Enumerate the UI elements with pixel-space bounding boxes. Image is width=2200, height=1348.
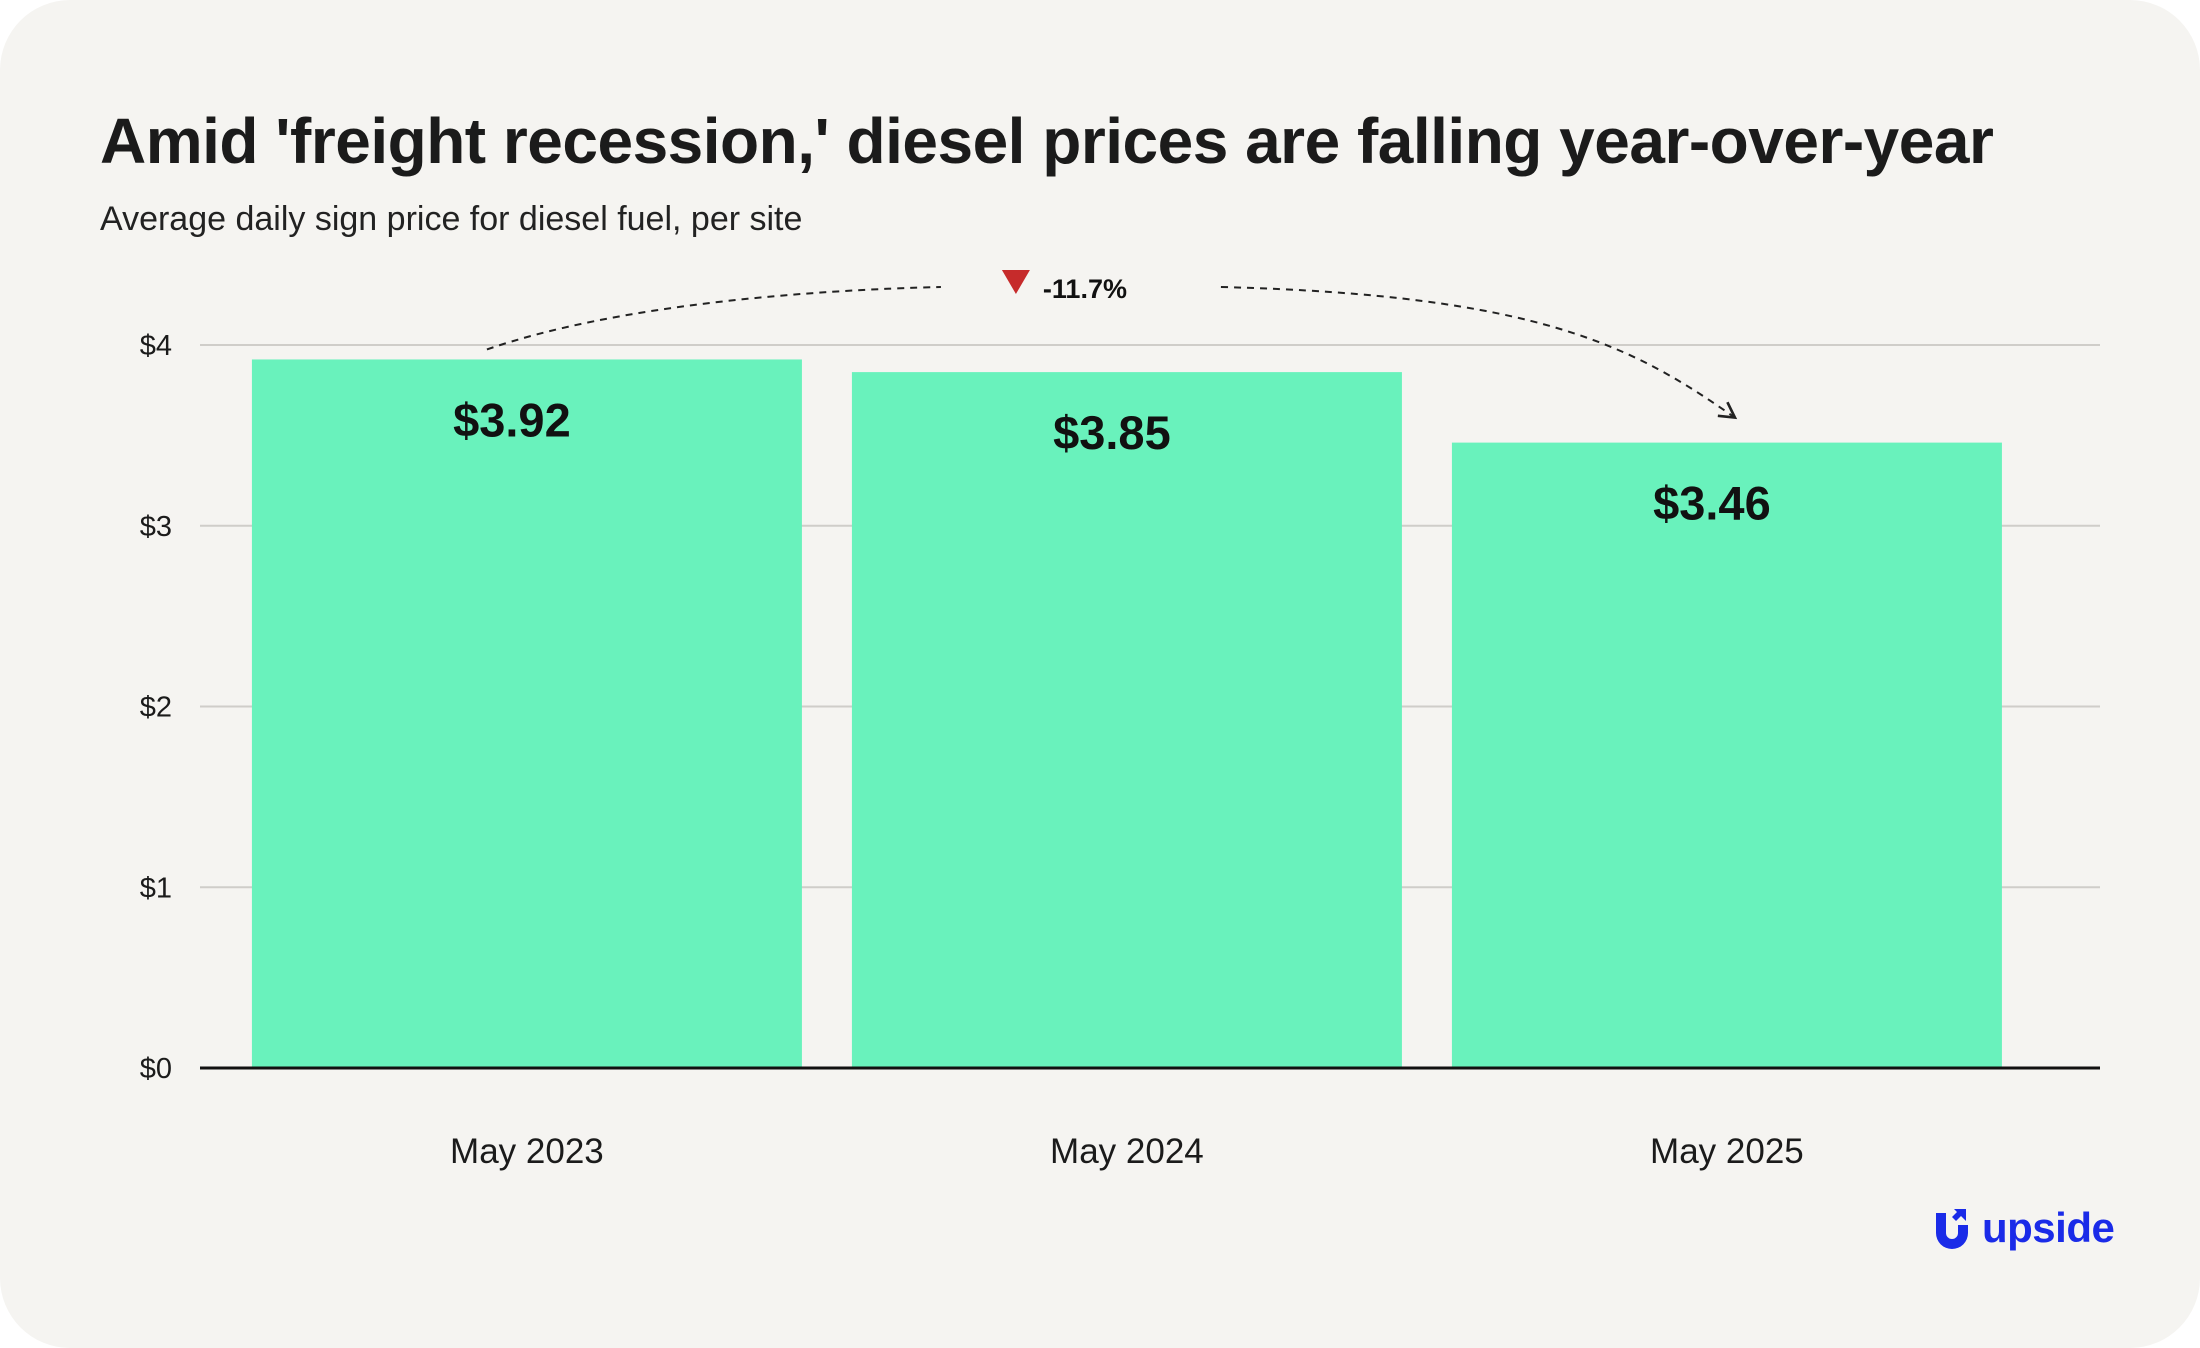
bar — [1451, 442, 2002, 1069]
upside-logo-icon — [1936, 1209, 1968, 1249]
y-tick-label: $2 — [140, 692, 172, 724]
brand-logo: upside — [1932, 1204, 2115, 1252]
x-tick-label: May 2025 — [1650, 1132, 1804, 1171]
brand-name: upside — [1982, 1204, 2115, 1251]
chart-title: Amid 'freight recession,' diesel prices … — [100, 105, 1994, 177]
y-tick-label: $4 — [140, 330, 172, 362]
bar — [851, 372, 1402, 1068]
x-tick-label: May 2023 — [450, 1132, 604, 1171]
percent-change-label: -11.7% — [1043, 274, 1127, 304]
annotation-curve-left — [486, 286, 941, 351]
y-tick-label: $0 — [140, 1053, 172, 1085]
annotation-curve-right — [1220, 286, 1738, 420]
x-tick-label: May 2024 — [1050, 1132, 1204, 1171]
labels: $0 $1 $2 $3 $4 $3.92 May 2023 $3.85 May 2024 $3.4… — [140, 330, 1804, 1171]
y-tick-label: $3 — [140, 511, 172, 543]
y-tick-label: $1 — [140, 872, 172, 904]
bars — [251, 359, 2002, 1069]
down-triangle-icon — [1001, 270, 1030, 294]
bar — [251, 359, 802, 1069]
bar-value-label: $3.92 — [453, 393, 571, 446]
change-annotation: -11.7% — [486, 270, 1738, 420]
bar-value-label: $3.46 — [1653, 477, 1771, 530]
chart-subtitle: Average daily sign price for diesel fuel… — [100, 200, 803, 238]
bar-value-label: $3.85 — [1053, 406, 1171, 459]
